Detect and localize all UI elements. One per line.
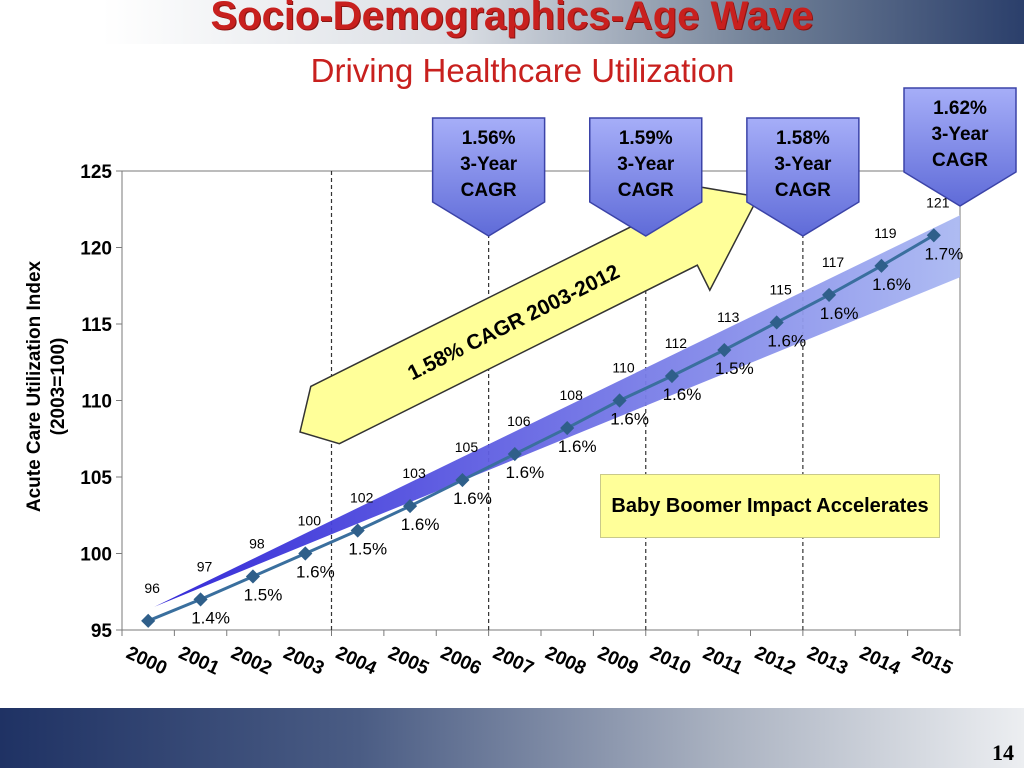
x-tick-label: 2009 [594, 643, 641, 680]
x-tick-label: 2014 [856, 643, 904, 680]
data-point-2005 [402, 498, 418, 514]
cagr-callout-text-2009: CAGR [618, 180, 674, 201]
data-point-2007 [507, 446, 522, 462]
growth-label-2001: 1.4% [191, 608, 230, 627]
cagr-callout-2009 [589, 117, 703, 237]
header-band [0, 0, 1024, 44]
growth-label-2011: 1.5% [715, 359, 754, 378]
series-line [147, 233, 935, 623]
x-tick-label: 2006 [437, 643, 484, 680]
value-label-2013: 117 [822, 254, 845, 270]
data-point-2015 [926, 228, 941, 243]
x-tick-label: 2005 [385, 643, 433, 680]
growth-label-2004: 1.5% [348, 540, 387, 559]
value-label-2010: 112 [665, 335, 688, 351]
data-point-2003 [298, 546, 313, 561]
growth-label-2007: 1.6% [505, 463, 544, 482]
growth-label-2012: 1.6% [767, 331, 806, 350]
cagr-callout-2015 [903, 87, 1017, 207]
cagr-callout-text-2009: 1.59% [619, 128, 673, 149]
cagr-callout-text-2006: CAGR [461, 180, 517, 201]
data-point-2004 [350, 523, 365, 538]
value-label-2002: 98 [249, 535, 265, 551]
value-label-2012: 115 [770, 281, 793, 297]
cagr-callout-text-2009: 3-Year [617, 154, 675, 175]
data-point-2010 [664, 368, 680, 384]
x-tick-label: 2004 [332, 643, 380, 680]
data-point-2002 [245, 569, 261, 584]
growth-label-2003: 1.6% [296, 563, 335, 582]
x-tick-label: 2010 [647, 643, 694, 680]
cagr-callout-text-2015: CAGR [932, 150, 988, 171]
y-axis-title: Acute Care Utilization Index [24, 260, 45, 512]
cagr-callout-text-2015: 3-Year [931, 124, 989, 145]
x-tick-label: 2002 [228, 643, 275, 680]
y-axis-title-line2: (2003=100) [48, 338, 69, 436]
x-tick-label: 2011 [700, 643, 747, 680]
value-label-2006: 105 [455, 439, 479, 455]
growth-label-2014: 1.6% [872, 275, 911, 294]
x-tick-label: 2007 [490, 643, 537, 680]
y-tick-label: 120 [80, 239, 112, 260]
cagr-callout-2006 [431, 117, 546, 237]
data-point-2013 [821, 287, 837, 303]
y-tick-label: 95 [91, 621, 113, 642]
trend-wedge [154, 215, 960, 607]
growth-label-2006: 1.6% [453, 489, 492, 508]
cagr-callout-text-2012: 1.58% [776, 128, 830, 149]
slide-title: Socio-Demographics-Age Wave [210, 0, 814, 38]
data-point-2014 [874, 258, 889, 273]
data-point-2000 [141, 613, 156, 628]
data-point-2008 [560, 420, 575, 436]
data-point-2012 [769, 315, 784, 330]
growth-label-2013: 1.6% [820, 304, 859, 323]
x-tick-label: 2012 [751, 643, 798, 680]
value-label-2005: 103 [402, 465, 426, 481]
x-tick-label: 2013 [804, 643, 851, 680]
growth-label-2002: 1.5% [244, 585, 283, 604]
growth-label-2008: 1.6% [558, 437, 597, 456]
value-label-2014: 119 [874, 225, 897, 241]
value-label-2001: 97 [197, 558, 213, 574]
cagr-callout-2012 [746, 117, 860, 237]
slide-subtitle: Driving Healthcare Utilization [310, 52, 735, 89]
x-tick-label: 2003 [280, 643, 327, 680]
value-label-2007: 106 [507, 413, 531, 429]
x-tick-label: 2015 [909, 643, 957, 680]
value-label-2008: 108 [560, 387, 584, 403]
data-point-2011 [717, 342, 732, 358]
value-label-2009: 110 [612, 360, 635, 376]
cagr-callout-text-2012: 3-Year [774, 154, 832, 175]
footer-band [0, 708, 1024, 768]
value-label-2004: 102 [350, 490, 374, 506]
page-number: 14 [992, 740, 1014, 765]
growth-label-2010: 1.6% [663, 385, 702, 404]
plot-area [121, 170, 961, 631]
data-point-2006 [455, 472, 470, 488]
y-tick-label: 100 [80, 545, 112, 566]
y-tick-label: 105 [80, 468, 112, 489]
growth-label-2015: 1.7% [924, 244, 963, 263]
cagr-callout-text-2006: 3-Year [460, 154, 518, 175]
cagr-callout-text-2015: 1.62% [933, 98, 987, 119]
value-label-2015: 121 [926, 194, 950, 210]
value-label-2003: 100 [298, 513, 322, 529]
value-label-2011: 113 [717, 309, 740, 325]
cagr-callout-text-2006: 1.56% [462, 128, 516, 149]
y-tick-label: 125 [80, 162, 112, 183]
baby-boomer-note: Baby Boomer Impact Accelerates [600, 474, 940, 538]
growth-label-2005: 1.6% [401, 515, 440, 534]
data-point-2009 [612, 393, 627, 408]
value-label-2000: 96 [144, 580, 160, 596]
y-tick-label: 110 [81, 392, 112, 413]
x-tick-label: 2001 [175, 643, 223, 680]
data-point-2001 [193, 592, 208, 607]
x-tick-label: 2008 [542, 643, 589, 680]
x-tick-label: 2000 [123, 643, 170, 680]
cagr-callout-text-2012: CAGR [775, 180, 831, 201]
growth-label-2009: 1.6% [610, 410, 649, 429]
y-tick-label: 115 [81, 315, 112, 336]
